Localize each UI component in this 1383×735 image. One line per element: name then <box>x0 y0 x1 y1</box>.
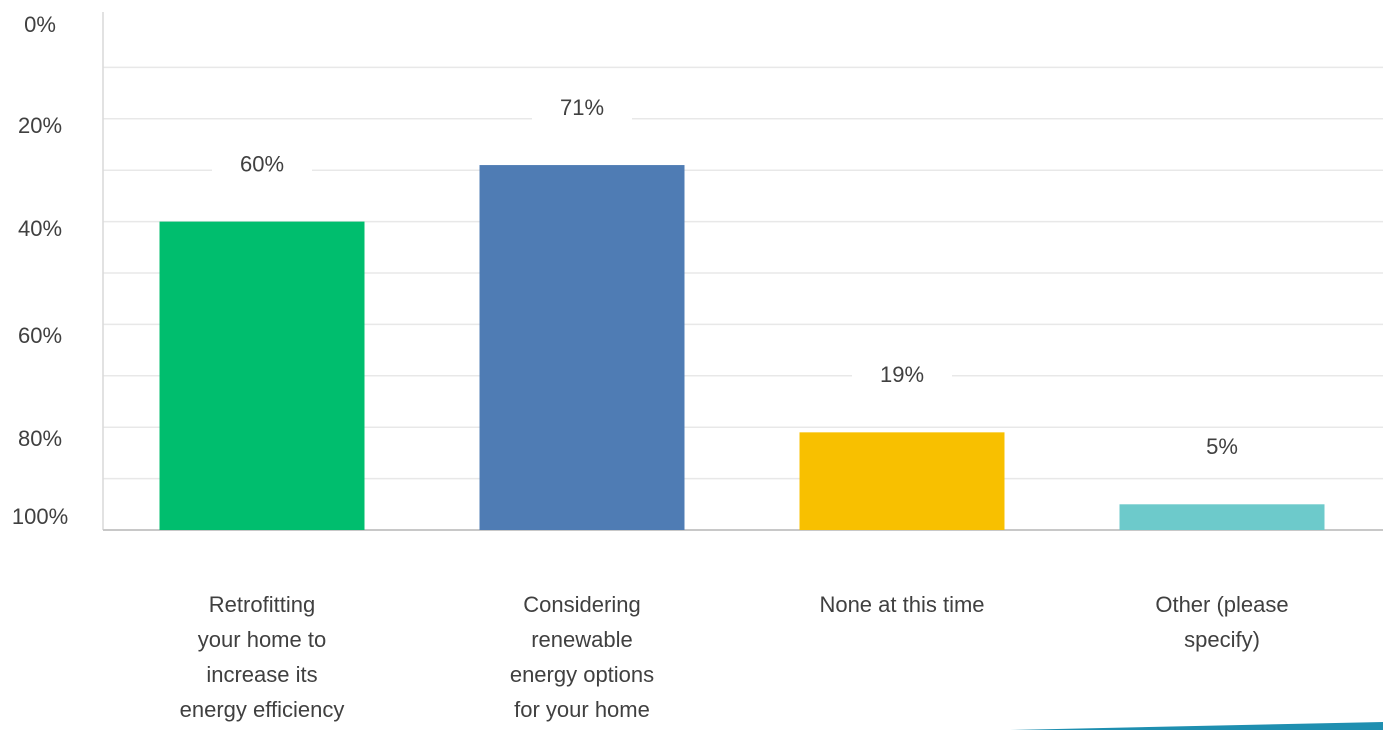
data-label: 60% <box>240 151 284 176</box>
data-label-background <box>1172 432 1272 465</box>
bar <box>799 432 1005 530</box>
data-label-background <box>852 360 952 393</box>
x-tick-label: Considering <box>523 592 640 617</box>
x-tick-label: specify) <box>1184 627 1260 652</box>
x-tick-label: increase its <box>206 662 317 687</box>
x-tick-label: Retrofitting <box>209 592 315 617</box>
y-tick-label: 60% <box>18 323 62 348</box>
bar <box>479 165 685 530</box>
decorative-swoosh <box>1010 722 1383 730</box>
x-tick-label: energy options <box>510 662 654 687</box>
x-tick-label: renewable <box>531 627 633 652</box>
bar <box>159 221 365 530</box>
data-labels: 60% 71% 19% 5% <box>212 93 1272 465</box>
data-label: 5% <box>1206 434 1238 459</box>
y-tick-label: 0% <box>24 12 56 37</box>
bar <box>1119 504 1325 530</box>
y-tick-label: 40% <box>18 216 62 241</box>
y-tick-labels: 0% 20% 40% 60% 80% 100% <box>12 12 68 529</box>
x-tick-label: None at this time <box>819 592 984 617</box>
bars <box>159 165 1325 530</box>
data-label-background <box>532 93 632 126</box>
x-tick-label: Other (please <box>1155 592 1288 617</box>
y-tick-label: 80% <box>18 426 62 451</box>
y-tick-label: 20% <box>18 113 62 138</box>
data-label: 71% <box>560 95 604 120</box>
x-tick-labels: Retrofitting your home to increase its ener… <box>180 592 1289 722</box>
x-tick-label: your home to <box>198 627 326 652</box>
data-label-background <box>212 149 312 182</box>
x-tick-label: energy efficiency <box>180 697 345 722</box>
y-tick-label: 100% <box>12 504 68 529</box>
x-tick-label: for your home <box>514 697 650 722</box>
data-label: 19% <box>880 362 924 387</box>
